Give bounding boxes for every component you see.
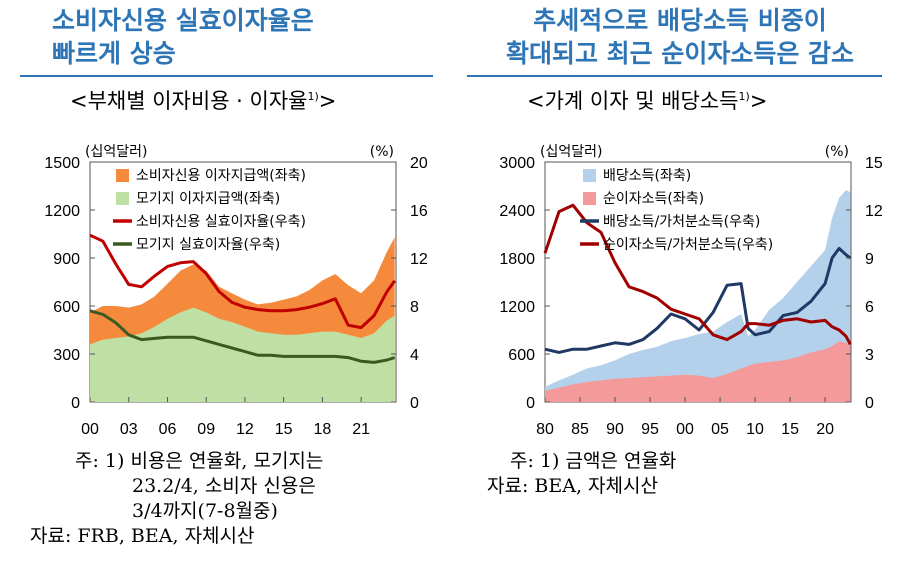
right-right-tick-label: 3 bbox=[865, 347, 874, 364]
divider-left bbox=[20, 75, 433, 77]
footnote-right-1: 주: 1) 금액은 연율화 bbox=[510, 450, 677, 472]
right-left-unit: (십억달러) bbox=[540, 144, 602, 160]
right-legend-label: 배당소득(좌축) bbox=[603, 168, 691, 184]
right-right-tick-label: 15 bbox=[865, 155, 883, 172]
left-x-tick-label: 21 bbox=[352, 421, 370, 438]
right-x-tick-label: 10 bbox=[746, 421, 764, 438]
left-right-unit: (%) bbox=[370, 144, 394, 160]
left-right-tick-label: 20 bbox=[410, 155, 428, 172]
left-x-tick-label: 06 bbox=[159, 421, 177, 438]
right-area-pink bbox=[545, 341, 851, 402]
right-area-light_blue bbox=[545, 190, 851, 402]
right-x-tick-label: 80 bbox=[536, 421, 554, 438]
left-right-tick-label: 12 bbox=[410, 251, 428, 268]
headline-right: 추세적으로 배당소득 비중이 확대되고 최근 순이자소득은 감소 bbox=[470, 4, 890, 70]
left-right-tick-label: 16 bbox=[410, 203, 428, 220]
left-right-tick-label: 4 bbox=[410, 347, 419, 364]
right-right-unit: (%) bbox=[825, 144, 849, 160]
source-left: 자료: FRB, BEA, 자체시산 bbox=[30, 525, 255, 547]
left-area-light_green bbox=[90, 307, 395, 402]
right-x-tick-label: 85 bbox=[571, 421, 589, 438]
chart-title-left: <부채별 이자비용 · 이자율1)> bbox=[70, 85, 336, 115]
right-right-tick-label: 6 bbox=[865, 299, 874, 316]
left-left-unit: (십억달러) bbox=[85, 144, 147, 160]
left-left-tick-label: 1500 bbox=[44, 155, 80, 172]
right-legend-swatch bbox=[583, 169, 596, 182]
chart-title-left-footnote: 1) bbox=[307, 90, 319, 103]
right-x-tick-label: 05 bbox=[711, 421, 729, 438]
right-legend-label: 순이자소득(좌축) bbox=[603, 191, 704, 207]
right-x-tick-label: 00 bbox=[676, 421, 694, 438]
left-x-tick-label: 15 bbox=[275, 421, 293, 438]
headline-left-line2: 빠르게 상승 bbox=[52, 39, 176, 68]
left-x-tick-label: 09 bbox=[197, 421, 215, 438]
right-x-tick-label: 20 bbox=[816, 421, 834, 438]
left-legend-label: 모기지 실효이자율(우축) bbox=[136, 237, 280, 253]
left-legend-label: 모기지 이자지급액(좌축) bbox=[136, 191, 280, 207]
headline-right-line2: 확대되고 최근 순이자소득은 감소 bbox=[505, 39, 855, 68]
headline-right-line1: 추세적으로 배당소득 비중이 bbox=[533, 6, 827, 35]
left-x-tick-label: 18 bbox=[314, 421, 332, 438]
right-right-tick-label: 0 bbox=[865, 395, 874, 412]
footnote-left-3: 3/4까지(7-8월중) bbox=[132, 500, 278, 522]
left-left-tick-label: 1200 bbox=[44, 203, 80, 220]
left-x-tick-label: 12 bbox=[236, 421, 254, 438]
chart-title-right: <가계 이자 및 배당소득1)> bbox=[527, 85, 767, 115]
right-legend-swatch bbox=[583, 192, 596, 205]
chart-title-right-text: <가계 이자 및 배당소득 bbox=[527, 89, 739, 113]
left-legend-label: 소비자신용 실효이자율(우축) bbox=[136, 214, 306, 230]
left-left-tick-label: 300 bbox=[53, 347, 80, 364]
footnote-left-2: 23.2/4, 소비자 신용은 bbox=[132, 475, 316, 497]
right-x-tick-label: 95 bbox=[641, 421, 659, 438]
right-line-dark_red bbox=[543, 203, 852, 346]
left-left-tick-label: 0 bbox=[71, 395, 80, 412]
right-left-tick-label: 1800 bbox=[499, 251, 535, 268]
divider-right bbox=[467, 75, 882, 77]
left-legend-label: 소비자신용 이자지급액(좌축) bbox=[136, 168, 306, 184]
footnote-left-1: 주: 1) 비용은 연율화, 모기지는 bbox=[75, 450, 324, 472]
left-right-tick-label: 8 bbox=[410, 299, 419, 316]
left-legend-swatch bbox=[116, 169, 129, 182]
chart-title-right-footnote: 1) bbox=[738, 90, 750, 103]
right-x-tick-label: 15 bbox=[781, 421, 799, 438]
left-left-tick-label: 900 bbox=[53, 251, 80, 268]
right-line-navy bbox=[544, 246, 852, 354]
right-left-tick-label: 1200 bbox=[499, 299, 535, 316]
left-x-tick-label: 03 bbox=[120, 421, 138, 438]
right-x-tick-label: 90 bbox=[606, 421, 624, 438]
left-line-dark_green bbox=[89, 309, 396, 364]
right-left-tick-label: 0 bbox=[526, 395, 535, 412]
right-left-tick-label: 3000 bbox=[499, 155, 535, 172]
right-right-tick-label: 12 bbox=[865, 203, 883, 220]
chart-title-right-end: > bbox=[749, 89, 768, 113]
right-legend-label: 배당소득/가처분소득(우축) bbox=[603, 214, 760, 230]
right-left-tick-label: 2400 bbox=[499, 203, 535, 220]
right-left-tick-label: 600 bbox=[508, 347, 535, 364]
left-legend-swatch bbox=[116, 192, 129, 205]
left-right-tick-label: 0 bbox=[410, 395, 419, 412]
headline-left: 소비자신용 실효이자율은 빠르게 상승 bbox=[52, 4, 432, 70]
chart-title-left-text: <부채별 이자비용 · 이자율 bbox=[70, 89, 308, 113]
right-right-tick-label: 9 bbox=[865, 251, 874, 268]
left-x-tick-label: 00 bbox=[81, 421, 99, 438]
left-line-red bbox=[89, 233, 396, 330]
chart-title-left-end: > bbox=[318, 89, 337, 113]
headline-left-line1: 소비자신용 실효이자율은 bbox=[52, 6, 314, 35]
left-left-tick-label: 600 bbox=[53, 299, 80, 316]
right-legend-label: 순이자소득/가처분소득(우축) bbox=[603, 237, 773, 253]
source-right: 자료: BEA, 자체시산 bbox=[487, 475, 658, 497]
